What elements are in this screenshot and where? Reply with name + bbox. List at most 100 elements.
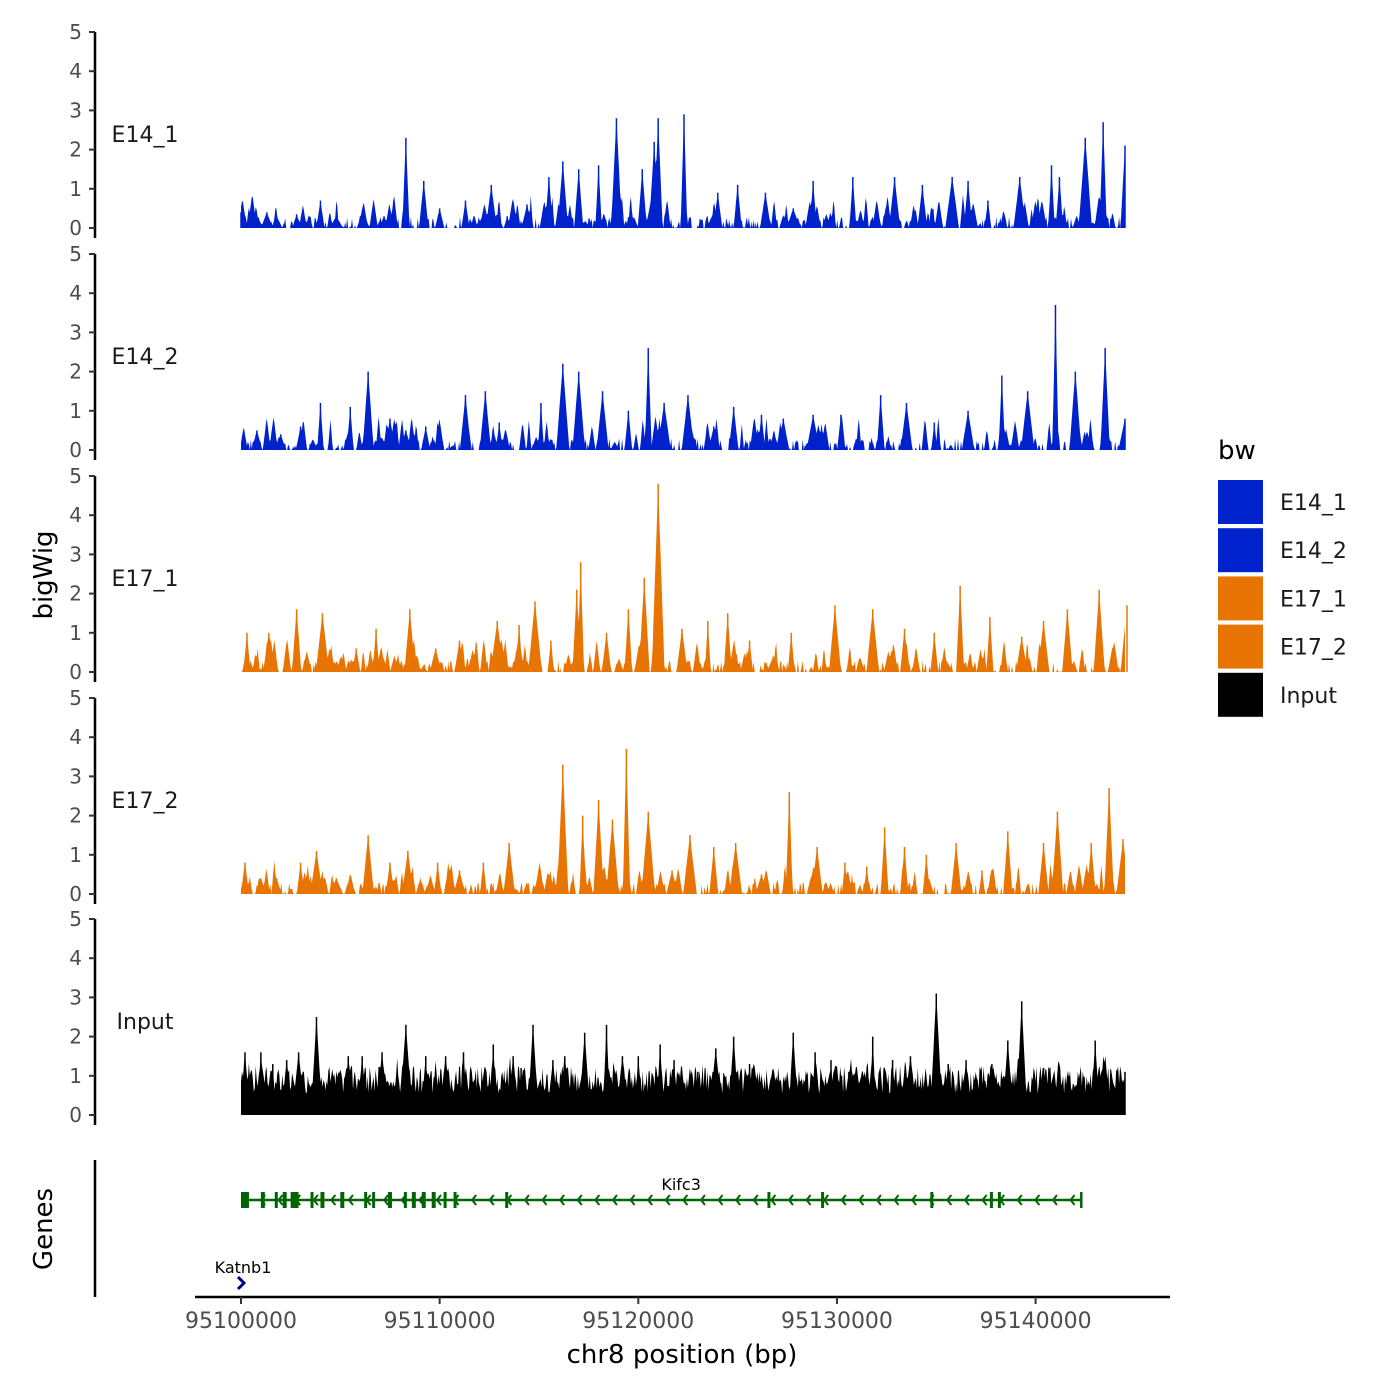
y-tick-label-E17_2-1: 1 — [69, 843, 82, 867]
strand-arrow-Kifc3 — [1069, 1194, 1076, 1206]
y-tick-label-E17_2-2: 2 — [69, 804, 82, 828]
exon-Kifc3-3 — [282, 1192, 287, 1208]
exon-Kifc3-7 — [340, 1192, 345, 1208]
strand-arrow-Kifc3 — [717, 1194, 724, 1206]
y-tick-label-E17_1-0: 0 — [69, 660, 82, 684]
exon-Kifc3-20 — [930, 1192, 934, 1208]
exon-Kifc3-1 — [260, 1192, 265, 1208]
gene-label-Katnb1: Katnb1 — [215, 1258, 272, 1277]
track-area-E17_1 — [241, 492, 1125, 672]
exon-Kifc3-19 — [821, 1192, 825, 1208]
axes-layer: 0 1 2 3 4 5 E14_1 0 1 2 3 4 5 E14_2 0 1 2 3 4 5 E17_1 0 1 2 3 4 5 E… — [29, 20, 1170, 1370]
y-tick-label-E17_1-4: 4 — [69, 503, 82, 527]
strand-arrow-Kifc3 — [770, 1194, 777, 1206]
track-area-E14_2 — [241, 314, 1125, 450]
legend-label-Input: Input — [1280, 684, 1337, 709]
exon-Kifc3-11 — [403, 1192, 407, 1208]
y-tick-label-E14_1-3: 3 — [69, 98, 82, 122]
legend-swatch-E17_1 — [1218, 576, 1263, 621]
x-tick-label-0: 95100000 — [185, 1309, 297, 1334]
track-area-E14_1 — [241, 114, 1125, 228]
x-tick-label-4: 95140000 — [980, 1309, 1092, 1334]
exon-Kifc3-18 — [767, 1192, 771, 1208]
genes-axis-title: Genes — [29, 1188, 59, 1270]
strand-arrow-Kifc3 — [629, 1194, 636, 1206]
genes-layer: Kifc3 Katnb1 — [215, 1175, 1083, 1291]
exon-Kifc3-9 — [372, 1192, 376, 1208]
strand-arrow-Kifc3 — [435, 1194, 442, 1206]
strand-arrow-Kifc3 — [734, 1194, 741, 1206]
legend-layer: bw E14_1 E14_2 E17_1 E17_2 Input — [1218, 436, 1347, 717]
strand-arrow-Kifc3 — [787, 1194, 794, 1206]
strand-arrow-Kifc3 — [488, 1194, 495, 1206]
x-tick-label-3: 95130000 — [781, 1309, 893, 1334]
legend-swatch-E17_2 — [1218, 624, 1263, 669]
strand-arrow-Kifc3 — [822, 1194, 829, 1206]
y-tick-label-E14_1-5: 5 — [69, 20, 82, 44]
y-tick-label-E17_2-0: 0 — [69, 882, 82, 906]
y-tick-label-E14_2-2: 2 — [69, 360, 82, 384]
strand-arrow-Kifc3 — [594, 1194, 601, 1206]
y-tick-label-Input-2: 2 — [69, 1025, 82, 1049]
legend-label-E14_1: E14_1 — [1280, 491, 1347, 516]
strand-arrow-Kifc3 — [365, 1194, 372, 1206]
y-tick-label-E14_1-2: 2 — [69, 138, 82, 162]
strand-arrow-Kifc3 — [576, 1194, 583, 1206]
exon-Kifc3-13 — [421, 1192, 426, 1208]
strand-arrow-Kifc3 — [1016, 1194, 1023, 1206]
legend-label-E17_2: E17_2 — [1280, 636, 1347, 661]
strand-arrow-Kifc3 — [1034, 1194, 1041, 1206]
strand-arrow-Kifc3 — [382, 1194, 389, 1206]
strand-arrow-Kifc3 — [963, 1194, 970, 1206]
gene-glyph-Katnb1 — [236, 1275, 247, 1291]
tracks-layer — [240, 114, 1128, 1115]
strand-arrow-Kifc3 — [946, 1194, 953, 1206]
exon-Kifc3-15 — [443, 1192, 447, 1208]
track-label-Input: Input — [117, 1010, 174, 1035]
exon-Kifc3-14 — [431, 1192, 436, 1208]
strand-arrow-Kifc3 — [558, 1194, 565, 1206]
strand-arrow-Kifc3 — [682, 1194, 689, 1206]
y-tick-label-E17_1-5: 5 — [69, 464, 82, 488]
strand-arrow-Kifc3 — [910, 1194, 917, 1206]
track-label-E17_1: E17_1 — [112, 567, 179, 592]
y-tick-label-E14_2-1: 1 — [69, 399, 82, 423]
legend-swatch-Input — [1218, 672, 1263, 717]
strand-arrow-Kifc3 — [840, 1194, 847, 1206]
exon-Kifc3-0 — [241, 1192, 249, 1208]
y-tick-label-Input-5: 5 — [69, 907, 82, 931]
exon-Kifc3-4 — [290, 1192, 299, 1208]
legend-title: bw — [1218, 436, 1256, 466]
legend-swatch-E14_1 — [1218, 480, 1263, 524]
legend-label-E17_1: E17_1 — [1280, 587, 1347, 612]
exon-Kifc3-6 — [320, 1192, 325, 1208]
legend-swatch-E14_2 — [1218, 528, 1263, 573]
strand-arrow-Kifc3 — [541, 1194, 548, 1206]
strand-arrow-Kifc3 — [646, 1194, 653, 1206]
strand-arrow-Kifc3 — [347, 1194, 354, 1206]
y-tick-label-E14_2-3: 3 — [69, 320, 82, 344]
strand-arrow-Kifc3 — [858, 1194, 865, 1206]
strand-arrow-Kifc3 — [400, 1194, 407, 1206]
strand-arrow-Kifc3 — [523, 1194, 530, 1206]
strand-arrow-Kifc3 — [981, 1194, 988, 1206]
track-area-E17_2 — [241, 763, 1125, 894]
y-tick-label-E14_1-1: 1 — [69, 177, 82, 201]
strand-arrow-Kifc3 — [805, 1194, 812, 1206]
x-tick-label-1: 95110000 — [384, 1309, 496, 1334]
strand-arrow-Kifc3 — [294, 1194, 301, 1206]
track-label-E14_2: E14_2 — [112, 345, 179, 370]
strand-arrow-Kifc3 — [506, 1194, 513, 1206]
strand-arrow-Kifc3 — [259, 1194, 266, 1206]
exon-Kifc3-21 — [989, 1192, 993, 1208]
y-tick-label-E14_2-4: 4 — [69, 281, 82, 305]
strand-arrow-Kifc3 — [312, 1194, 319, 1206]
strand-arrow-Kifc3 — [453, 1194, 460, 1206]
strand-arrow-Kifc3 — [1051, 1194, 1058, 1206]
exon-Kifc3-12 — [411, 1192, 416, 1208]
y-tick-label-E14_2-5: 5 — [69, 242, 82, 266]
strand-arrow-Kifc3 — [277, 1194, 284, 1206]
strand-arrow-Kifc3 — [928, 1194, 935, 1206]
x-tick-label-2: 95120000 — [582, 1309, 694, 1334]
